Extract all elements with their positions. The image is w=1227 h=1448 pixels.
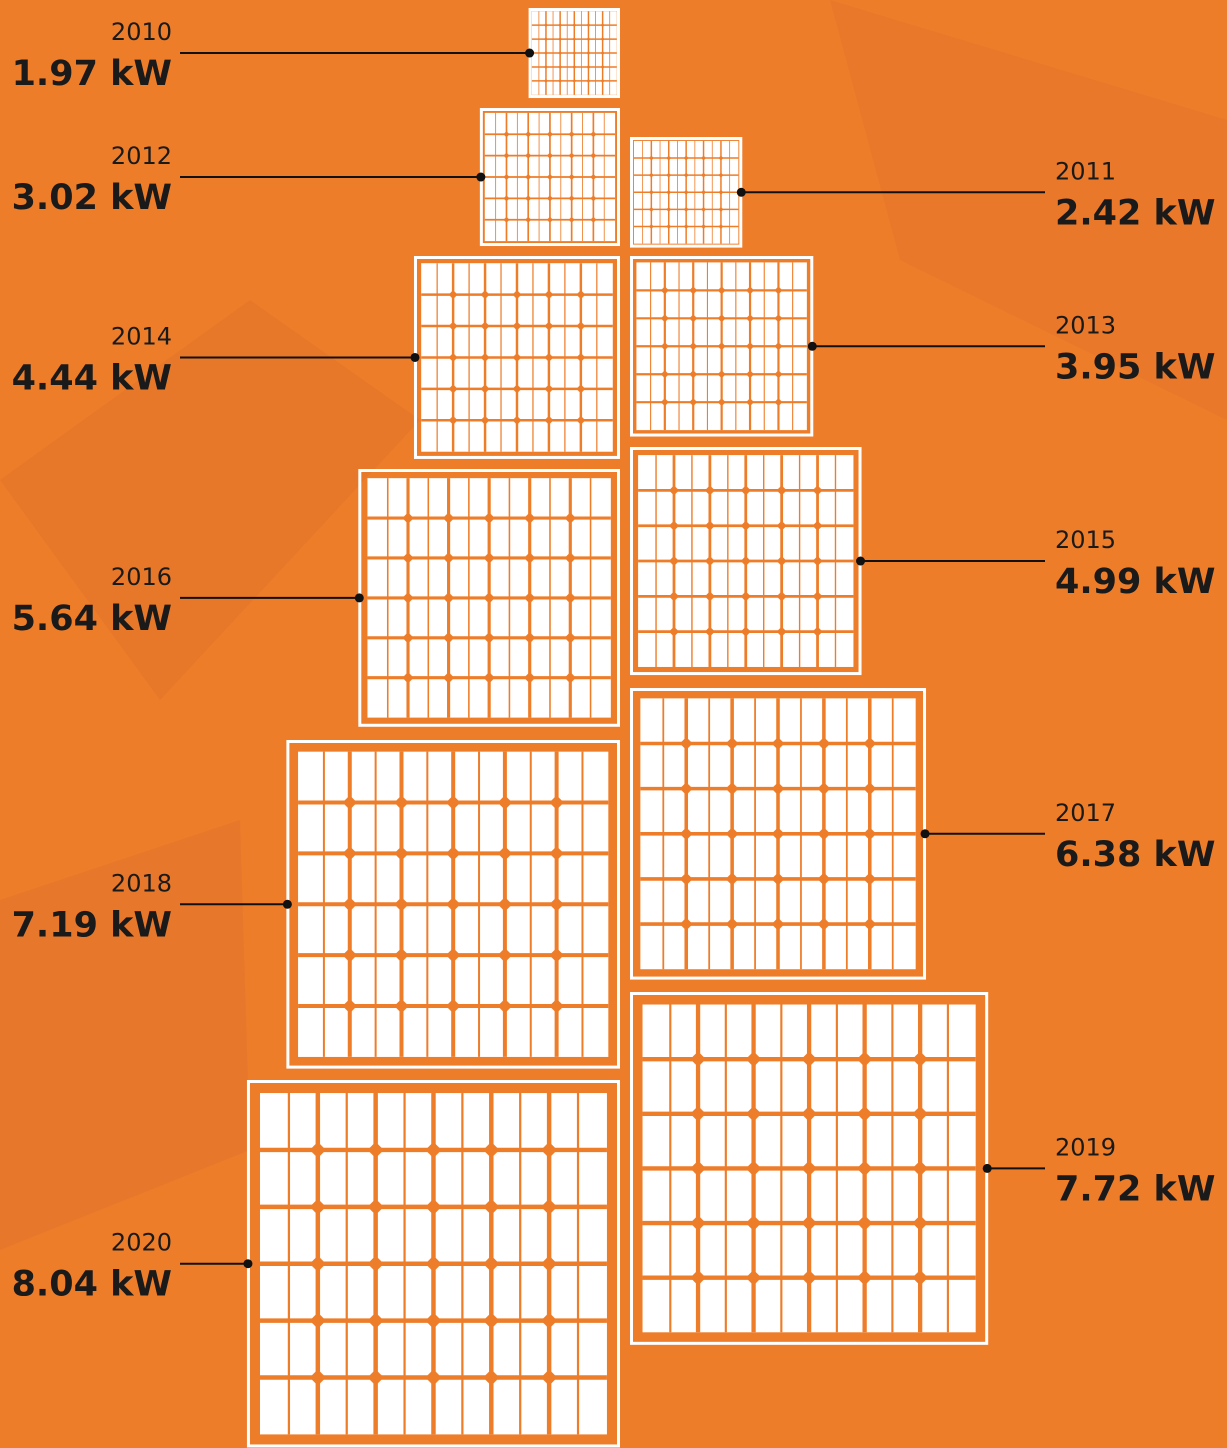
value-label: 3.02 kW (12, 178, 172, 218)
year-label: 2015 (1055, 526, 1116, 554)
solar-panel (530, 10, 618, 97)
value-label: 1.97 kW (12, 54, 172, 94)
solar-panel (632, 258, 812, 436)
year-label: 2012 (111, 142, 172, 170)
year-label: 2013 (1055, 311, 1116, 339)
year-label: 2017 (1055, 799, 1116, 827)
value-label: 8.04 kW (12, 1265, 172, 1305)
year-label: 2014 (111, 322, 172, 350)
solar-panel (632, 139, 741, 247)
connector-dot (737, 188, 746, 197)
solar-panel (360, 471, 619, 726)
connector-dot (410, 353, 419, 362)
connector-dot (476, 173, 485, 182)
connector-dot (525, 49, 534, 58)
connector-dot (283, 900, 292, 909)
connector-dot (983, 1164, 992, 1173)
page: {"chart_data": {"type": "panel", "catego… (0, 0, 1227, 1448)
year-label: 2010 (111, 18, 172, 46)
value-label: 4.44 kW (12, 358, 172, 398)
solar-panel (632, 449, 861, 674)
chart: 2010 1.97 kW 2011 2.42 kW 2012 3.02 kW 2013 3.9… (0, 0, 1227, 1448)
connector-dot (808, 342, 817, 351)
year-label: 2018 (111, 869, 172, 897)
connector-dot (243, 1259, 252, 1268)
value-label: 3.95 kW (1055, 347, 1215, 387)
solar-panel (632, 690, 925, 979)
solar-panel (248, 1082, 618, 1446)
value-label: 5.64 kW (12, 599, 172, 639)
solar-panel (481, 110, 618, 245)
value-label: 7.72 kW (1055, 1169, 1215, 1209)
connector-dot (856, 557, 865, 566)
connector-dot (921, 829, 930, 838)
solar-panel (632, 994, 987, 1344)
value-label: 4.99 kW (1055, 562, 1215, 602)
connector-dot (355, 593, 364, 602)
solar-panel (415, 258, 618, 458)
solar-panel (288, 742, 619, 1068)
value-label: 2.42 kW (1055, 193, 1215, 233)
value-label: 6.38 kW (1055, 835, 1215, 875)
year-label: 2019 (1055, 1133, 1116, 1161)
value-label: 7.19 kW (12, 905, 172, 945)
year-label: 2020 (111, 1229, 172, 1257)
year-label: 2011 (1055, 157, 1116, 185)
year-label: 2016 (111, 563, 172, 591)
